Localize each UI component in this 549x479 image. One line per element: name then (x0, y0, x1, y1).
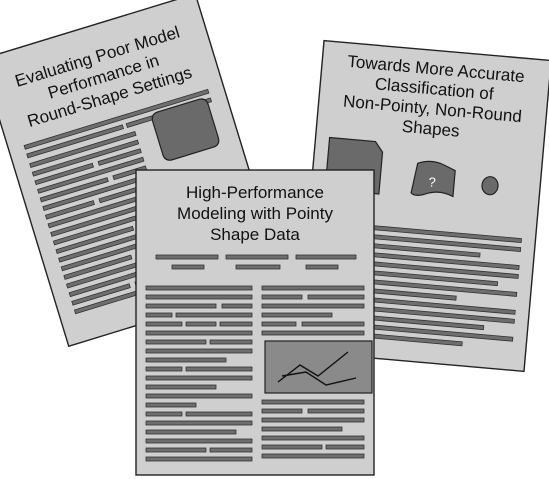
text-line (209, 447, 253, 453)
text-line (31, 139, 140, 177)
text-line (145, 429, 237, 435)
text-line (295, 254, 357, 260)
text-line (71, 283, 131, 306)
text-line (209, 339, 253, 345)
text-line (305, 264, 339, 270)
text-line (145, 411, 183, 417)
text-line (97, 148, 142, 166)
text-line (145, 402, 197, 408)
paper-round-shape: Evaluating Poor Model Performance in Rou… (0, 0, 284, 348)
line-plot-figure (264, 340, 373, 394)
text-line (29, 130, 137, 168)
text-line (145, 321, 183, 327)
text-line (261, 303, 365, 309)
text-line (145, 348, 253, 354)
paper-body-lines (23, 88, 221, 315)
text-line (145, 384, 217, 390)
text-line (261, 408, 303, 414)
paper-body-lines (361, 225, 522, 347)
author-lines (155, 254, 357, 270)
text-line (145, 366, 183, 372)
text-line (145, 303, 217, 309)
text-line (185, 366, 253, 372)
text-line (261, 399, 365, 405)
right-column-lines (261, 285, 365, 459)
paper-title: Towards More Accurate Classification of … (342, 52, 525, 141)
text-line (307, 294, 365, 300)
text-line (145, 357, 227, 363)
text-line (145, 375, 253, 381)
paper-title-line-1: High-Performance (186, 183, 324, 202)
text-line (171, 264, 205, 270)
text-line (55, 225, 135, 255)
text-line (155, 254, 219, 260)
paper-title-line-3: Shape Data (210, 225, 300, 244)
plot-frame (264, 340, 373, 394)
text-line (307, 408, 365, 414)
rounded-square-figure (151, 98, 220, 161)
plot-line-1 (277, 351, 349, 383)
text-line (261, 435, 365, 441)
text-line (145, 285, 253, 291)
text-line (325, 444, 365, 450)
text-line (145, 420, 253, 426)
oval-figure (481, 176, 499, 196)
text-line (145, 393, 253, 399)
text-line (145, 312, 173, 318)
text-line (23, 88, 210, 150)
text-line (225, 254, 289, 260)
text-line (145, 456, 253, 462)
paper-title-line-2: Modeling with Pointy (177, 204, 333, 223)
text-line (301, 321, 365, 327)
text-line (185, 321, 217, 327)
text-line (261, 453, 365, 459)
paper-pointy-shape: High-Performance Modeling with Pointy Sh… (135, 169, 375, 476)
text-line (175, 312, 253, 318)
paper-title: High-Performance Modeling with Pointy Sh… (177, 183, 333, 244)
text-line (261, 417, 365, 423)
text-line (44, 200, 95, 220)
question-mark-label: ? (428, 174, 437, 190)
text-line (145, 294, 253, 300)
text-line (261, 426, 343, 432)
paper-title-line-4: Shapes (401, 117, 460, 141)
text-line (261, 321, 297, 327)
text-line (39, 177, 109, 203)
text-line (261, 330, 365, 336)
text-line (185, 411, 253, 417)
text-line (34, 162, 94, 186)
text-line (261, 285, 365, 291)
text-line (63, 254, 133, 280)
text-line (145, 438, 253, 444)
text-line (261, 444, 323, 450)
text-line (261, 312, 333, 318)
text-line (235, 264, 281, 270)
plot-line-2 (281, 371, 357, 386)
text-line (145, 447, 207, 453)
text-line (219, 321, 253, 327)
text-line (26, 124, 125, 159)
text-line (145, 339, 207, 345)
flag-shape-figure (410, 160, 456, 198)
text-line (221, 303, 253, 309)
left-column-lines (145, 285, 253, 462)
text-line (145, 330, 253, 336)
text-line (261, 294, 303, 300)
text-line (37, 156, 145, 194)
